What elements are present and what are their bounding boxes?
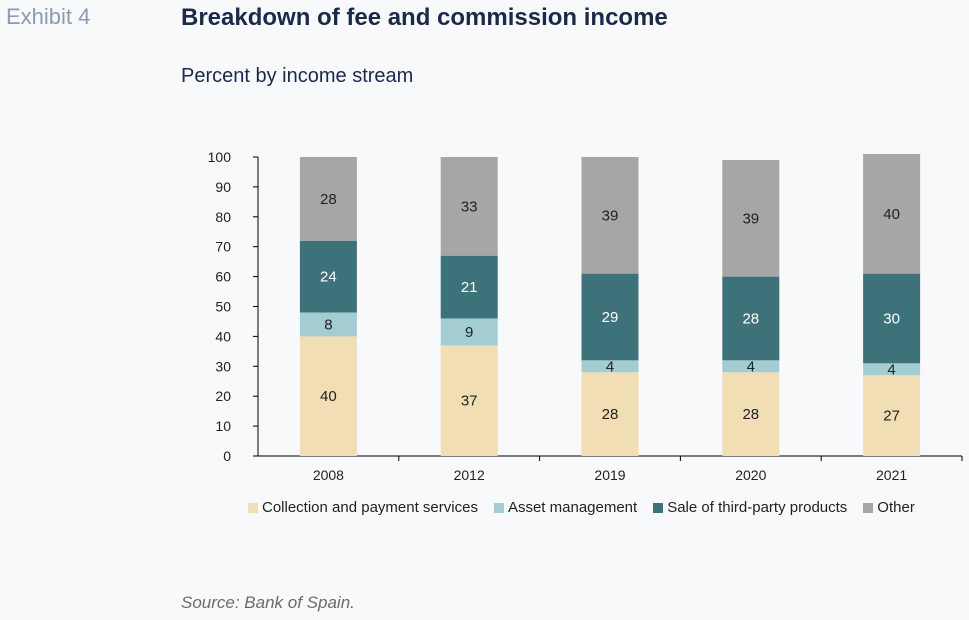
data-label: 33: [461, 198, 478, 215]
bar-segment: [440, 345, 498, 456]
bar-segment: [722, 276, 780, 361]
data-label: 24: [320, 269, 337, 286]
exhibit-label: Exhibit 4: [6, 4, 91, 29]
y-tick-label: 70: [215, 239, 231, 255]
y-tick-label: 20: [215, 388, 231, 404]
chart-title: Breakdown of fee and commission income: [181, 4, 668, 31]
y-tick-label: 30: [215, 358, 231, 374]
bar-segment: [299, 312, 357, 337]
chart-legend: Collection and payment services Asset man…: [248, 499, 931, 516]
bar-segment: [299, 157, 357, 241]
legend-label: Other: [877, 499, 915, 516]
bar-segment: [863, 375, 921, 456]
legend-item: Other: [863, 499, 915, 516]
data-label: 39: [742, 210, 759, 227]
y-tick-label: 100: [208, 149, 232, 165]
data-label: 28: [320, 191, 337, 208]
bar-segment: [440, 255, 498, 319]
bar-segment: [863, 154, 921, 274]
bar-segment: [863, 363, 921, 376]
legend-item: Sale of third-party products: [653, 499, 847, 516]
x-tick-label: 2020: [735, 467, 766, 483]
data-label: 4: [887, 361, 895, 378]
data-label: 30: [883, 310, 900, 327]
legend-swatch: [653, 502, 664, 513]
data-label: 39: [602, 207, 619, 224]
x-tick-label: 2012: [454, 467, 485, 483]
legend-item: Asset management: [493, 499, 638, 516]
legend-swatch: [248, 502, 258, 513]
x-tick-label: 2019: [594, 467, 625, 483]
data-label: 40: [883, 206, 900, 223]
data-label: 21: [461, 279, 478, 296]
bar-segment: [581, 372, 639, 456]
bar-segment: [581, 157, 639, 274]
data-label: 8: [324, 316, 332, 333]
bar-segment: [863, 273, 921, 364]
x-tick-label: 2021: [876, 467, 907, 483]
y-tick-label: 60: [215, 269, 231, 285]
bar-segment: [299, 336, 357, 456]
y-tick-label: 10: [215, 418, 231, 434]
source-note: Source: Bank of Spain.: [181, 593, 355, 612]
bar-segment: [722, 159, 780, 277]
data-label: 9: [465, 324, 473, 341]
legend-label: Collection and payment services: [262, 499, 478, 516]
y-tick-label: 50: [215, 299, 231, 315]
data-label: 37: [461, 393, 478, 410]
data-label: 28: [742, 406, 759, 423]
legend-swatch: [493, 502, 504, 513]
y-tick-label: 80: [215, 209, 231, 225]
data-label: 29: [602, 309, 619, 326]
legend-label: Sale of third-party products: [667, 499, 848, 516]
legend-swatch: [863, 502, 874, 513]
legend-label: Asset management: [507, 499, 638, 516]
data-label: 4: [747, 358, 755, 375]
data-label: 28: [742, 310, 759, 327]
data-label: 4: [606, 358, 614, 375]
bar-segment: [722, 360, 780, 373]
bar-segment: [299, 240, 357, 313]
chart-subtitle: Percent by income stream: [181, 65, 414, 87]
stacked-bar-chart: 0 10 20 30 40 50 60 70 80 90 100 40 8 24 28 2008 37 9 21 33…: [208, 149, 963, 483]
y-tick-label: 40: [215, 328, 231, 344]
data-label: 40: [320, 388, 337, 405]
bar-segment: [581, 360, 639, 373]
bar-segment: [722, 372, 780, 456]
data-label: 28: [602, 406, 619, 423]
bar-segment: [440, 318, 498, 346]
y-tick-label: 90: [215, 179, 231, 195]
legend-item: Collection and payment services: [248, 499, 478, 516]
bar-segment: [440, 157, 498, 256]
data-label: 27: [883, 408, 900, 425]
x-tick-label: 2008: [313, 467, 344, 483]
y-tick-label: 0: [223, 448, 231, 464]
bar-segment: [581, 273, 639, 361]
